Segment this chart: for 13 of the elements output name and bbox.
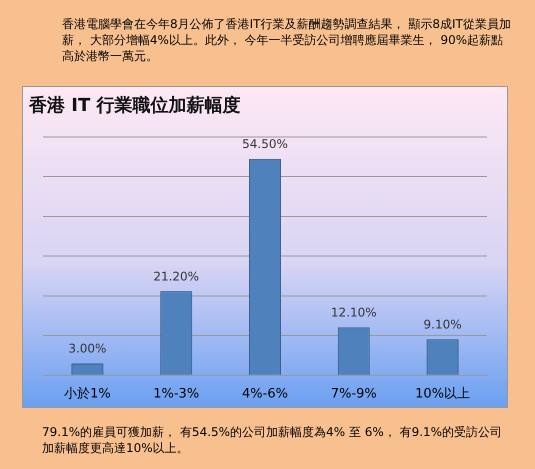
data-label: 3.00% bbox=[68, 342, 106, 356]
x-tick-label: 1%-3% bbox=[153, 386, 200, 402]
data-label: 21.20% bbox=[153, 269, 200, 284]
x-tick-label: 小於1% bbox=[64, 386, 111, 402]
data-label: 9.10% bbox=[424, 317, 462, 332]
x-tick-label: 7%-9% bbox=[330, 386, 377, 402]
text: 香港電腦學會在今年8月公佈了香港IT行業及薪酬趨勢調查結果， 顯示8成IT從業員加薪， 大部分增幅4%以上。此外， 今年一半受訪公司增聘應屆畢業生， 90%起薪點高於港幣一萬元。 bbox=[62, 16, 512, 64]
text: 79.1%的雇員可獲加薪， 有54.5%的公司加薪幅度為4% 至 6%， 有9.1%的受訪公司加薪幅度更高達10%以上。 bbox=[42, 424, 504, 456]
data-label: 12.10% bbox=[330, 305, 377, 320]
data-label: 54.50% bbox=[242, 136, 288, 151]
x-tick-label: 10%以上 bbox=[415, 386, 470, 402]
x-tick-label: 4%-6% bbox=[242, 386, 288, 402]
chart-title: 香港 IT 行業職位加薪幅度 bbox=[29, 94, 241, 117]
